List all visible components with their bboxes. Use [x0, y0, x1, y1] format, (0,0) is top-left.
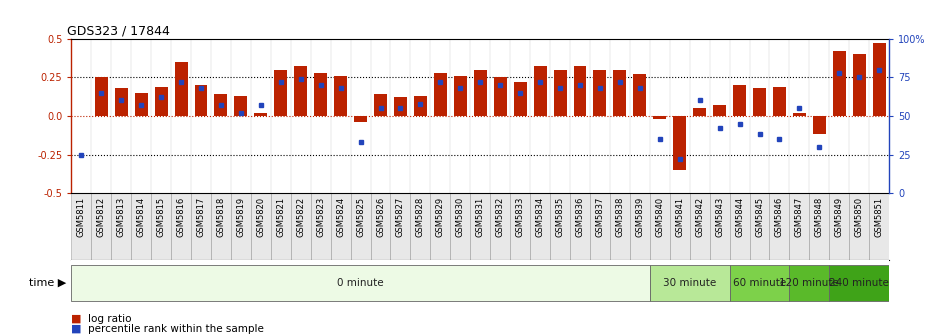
Text: GSM5816: GSM5816 [177, 197, 185, 237]
Text: GSM5837: GSM5837 [595, 197, 605, 237]
Bar [793, 113, 805, 116]
Bar [274, 70, 287, 116]
Text: GSM5839: GSM5839 [635, 197, 645, 237]
Text: GSM5843: GSM5843 [715, 197, 724, 237]
Bar [813, 116, 825, 134]
Text: GDS323 / 17844: GDS323 / 17844 [68, 25, 170, 38]
Text: GSM5826: GSM5826 [376, 197, 385, 237]
Text: GSM5811: GSM5811 [77, 197, 86, 237]
Text: GSM5833: GSM5833 [515, 197, 525, 237]
Bar [115, 88, 127, 116]
Bar [234, 96, 247, 116]
Text: GSM5813: GSM5813 [117, 197, 126, 237]
Bar [155, 87, 167, 116]
Bar [613, 70, 627, 116]
Bar [534, 67, 547, 116]
Text: GSM5848: GSM5848 [815, 197, 824, 237]
Text: GSM5851: GSM5851 [875, 197, 883, 237]
Bar [573, 67, 587, 116]
Bar [650, 265, 729, 301]
Bar [314, 73, 327, 116]
Bar [434, 73, 447, 116]
Bar [95, 77, 107, 116]
Bar [873, 43, 885, 116]
Text: GSM5822: GSM5822 [296, 197, 305, 237]
Text: GSM5850: GSM5850 [855, 197, 864, 237]
Text: ■: ■ [71, 324, 82, 334]
Text: GSM5823: GSM5823 [316, 197, 325, 237]
Text: GSM5818: GSM5818 [217, 197, 225, 237]
Bar [713, 105, 727, 116]
Text: ■: ■ [71, 313, 82, 324]
Bar [773, 87, 786, 116]
Text: GSM5847: GSM5847 [795, 197, 804, 237]
Bar [673, 116, 687, 170]
Text: GSM5828: GSM5828 [416, 197, 425, 237]
Bar [474, 70, 487, 116]
Text: 0 minute: 0 minute [338, 278, 384, 288]
Bar [374, 94, 387, 116]
Text: GSM5836: GSM5836 [575, 197, 585, 237]
Bar [829, 265, 889, 301]
Bar [853, 54, 865, 116]
Text: time ▶: time ▶ [29, 278, 67, 288]
Text: GSM5814: GSM5814 [137, 197, 146, 237]
Text: GSM5824: GSM5824 [336, 197, 345, 237]
Bar [789, 265, 829, 301]
Bar [135, 93, 147, 116]
Text: GSM5841: GSM5841 [675, 197, 684, 237]
Bar [334, 76, 347, 116]
Text: GSM5817: GSM5817 [197, 197, 205, 237]
Bar [729, 265, 789, 301]
Text: GSM5832: GSM5832 [495, 197, 505, 237]
Text: GSM5815: GSM5815 [157, 197, 165, 237]
Text: GSM5844: GSM5844 [735, 197, 744, 237]
Text: GSM5831: GSM5831 [476, 197, 485, 237]
Text: GSM5829: GSM5829 [436, 197, 445, 237]
Bar [833, 51, 845, 116]
Bar [414, 96, 427, 116]
Bar [294, 67, 307, 116]
Text: GSM5834: GSM5834 [535, 197, 545, 237]
Text: GSM5812: GSM5812 [97, 197, 106, 237]
Text: GSM5821: GSM5821 [277, 197, 285, 237]
Text: 60 minute: 60 minute [733, 278, 786, 288]
Bar [514, 82, 527, 116]
Text: 120 minute: 120 minute [780, 278, 840, 288]
Bar [214, 94, 227, 116]
Bar [553, 70, 567, 116]
Bar [71, 265, 650, 301]
Text: 240 minute: 240 minute [829, 278, 889, 288]
Text: GSM5846: GSM5846 [775, 197, 784, 237]
Text: 30 minute: 30 minute [663, 278, 716, 288]
Text: GSM5840: GSM5840 [655, 197, 665, 237]
Text: GSM5845: GSM5845 [755, 197, 764, 237]
Bar [175, 62, 187, 116]
Text: GSM5830: GSM5830 [456, 197, 465, 237]
Bar [653, 116, 667, 119]
Text: percentile rank within the sample: percentile rank within the sample [88, 324, 264, 334]
Text: GSM5849: GSM5849 [835, 197, 844, 237]
Text: GSM5838: GSM5838 [615, 197, 625, 237]
Bar [693, 108, 707, 116]
Bar [494, 77, 507, 116]
Bar [195, 85, 207, 116]
Bar [394, 97, 407, 116]
Bar [454, 76, 467, 116]
Text: GSM5820: GSM5820 [257, 197, 265, 237]
Text: GSM5842: GSM5842 [695, 197, 704, 237]
Bar [354, 116, 367, 122]
Text: GSM5825: GSM5825 [356, 197, 365, 237]
Bar [753, 88, 766, 116]
Text: GSM5819: GSM5819 [237, 197, 245, 237]
Bar [593, 70, 607, 116]
Text: GSM5835: GSM5835 [555, 197, 565, 237]
Bar [633, 74, 647, 116]
Text: log ratio: log ratio [88, 313, 132, 324]
Bar [254, 113, 267, 116]
Text: GSM5827: GSM5827 [396, 197, 405, 237]
Bar [733, 85, 746, 116]
